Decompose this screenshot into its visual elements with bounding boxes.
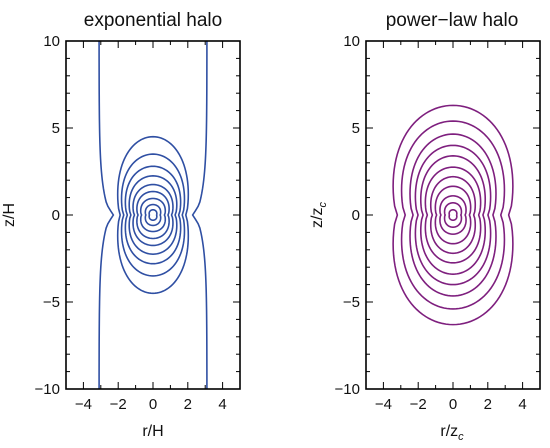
y-axis-label: z/zc (309, 202, 329, 228)
x-tick-label: 0 (449, 396, 457, 413)
y-tick-label: 10 (43, 33, 60, 50)
y-tick-label: 0 (52, 207, 60, 224)
y-tick-label: 5 (352, 120, 360, 137)
contour-line (124, 165, 182, 265)
y-axis-label-main: z/z (309, 208, 326, 228)
contour-line (409, 133, 497, 297)
chart-title: exponential halo (84, 10, 222, 31)
contour-line (419, 155, 487, 275)
contour-line (429, 175, 477, 255)
y-tick-label: 0 (352, 207, 360, 224)
contour-line (392, 104, 514, 326)
plot-frame (65, 40, 241, 390)
contour-line (132, 183, 174, 247)
y-tick-label: −5 (343, 294, 360, 311)
x-tick-labels: −4 −2 0 2 4 (75, 396, 227, 413)
contour-lines (392, 104, 514, 326)
contour-line (448, 208, 458, 222)
contour-line (434, 185, 472, 245)
open-contour-line (191, 40, 208, 390)
x-tick-label: 0 (149, 396, 157, 413)
contour-line (139, 197, 167, 233)
y-tick-label: 10 (343, 33, 360, 50)
x-axis-label-sub: c (458, 431, 464, 443)
y-tick-label: −10 (35, 381, 60, 398)
y-tick-label: −5 (43, 294, 60, 311)
x-tick-label: −4 (375, 396, 392, 413)
x-tick-label: 4 (218, 396, 226, 413)
x-tick-label: −2 (410, 396, 427, 413)
y-axis-label-sub: c (317, 202, 329, 208)
contour-line (116, 135, 190, 295)
y-tick-labels: −10 −5 0 5 10 (335, 33, 360, 398)
contour-line (120, 153, 186, 277)
y-tick-labels: −10 −5 0 5 10 (35, 33, 60, 398)
x-tick-label: 2 (184, 396, 192, 413)
chart-title: power−law halo (386, 10, 519, 31)
x-tick-labels: −4 −2 0 2 4 (375, 396, 527, 413)
x-tick-label: −4 (75, 396, 92, 413)
plot-frame (365, 40, 541, 390)
contour-line (443, 202, 463, 228)
tick-marks (65, 40, 241, 390)
panel-exponential-halo: exponential halo −10 −5 0 5 10 −4 −2 0 2 4 r/H z… (1, 10, 241, 440)
x-tick-label: −2 (110, 396, 127, 413)
contour-line (136, 190, 170, 240)
contour-line (400, 120, 506, 310)
contour-line (148, 208, 158, 222)
x-axis-label-main: r/z (440, 423, 458, 440)
x-axis-label: r/H (142, 423, 163, 440)
x-tick-label: 2 (484, 396, 492, 413)
contour-line (128, 175, 178, 255)
tick-marks (365, 40, 541, 390)
contour-line (424, 166, 482, 264)
contour-line (144, 203, 162, 227)
y-tick-label: 5 (52, 120, 60, 137)
y-axis-label: z/H (1, 203, 18, 227)
x-tick-label: 4 (518, 396, 526, 413)
contour-line (414, 144, 492, 286)
y-tick-label: −10 (335, 381, 360, 398)
open-contour-line (98, 40, 115, 390)
x-axis-label: r/zc (440, 423, 464, 443)
contour-line (439, 195, 467, 235)
contour-lines (98, 40, 208, 390)
